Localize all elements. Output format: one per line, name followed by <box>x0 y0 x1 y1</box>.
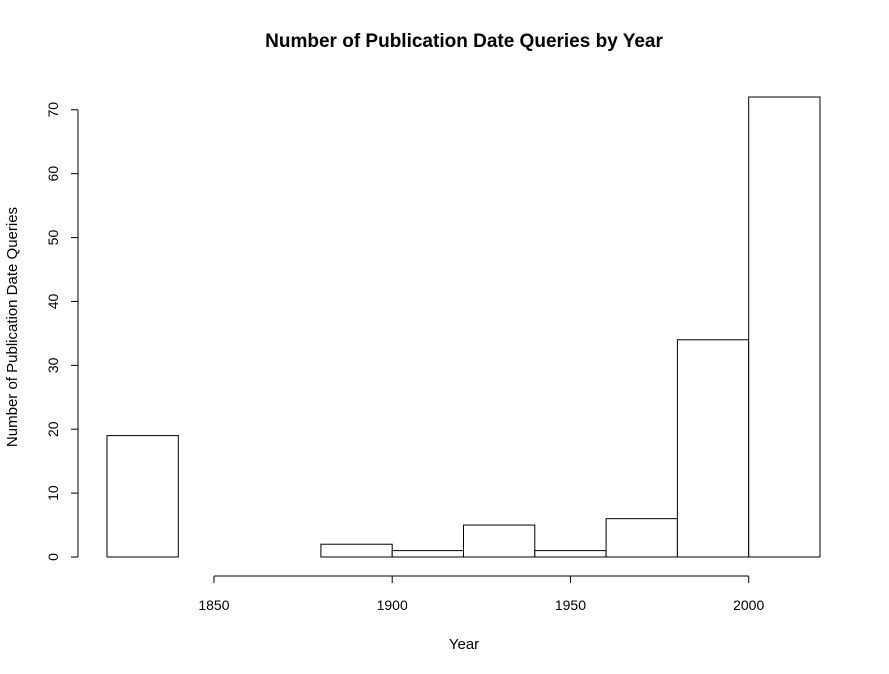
x-tick-label-1900: 1900 <box>377 597 408 613</box>
x-axis-label: Year <box>449 636 479 653</box>
x-tick-label-1850: 1850 <box>198 597 229 613</box>
y-axis: 0 10 20 30 40 50 60 70 <box>45 102 79 561</box>
histogram-bar-1920-1940 <box>463 524 536 558</box>
histogram-bar-1820-1840 <box>106 435 179 558</box>
y-tick-label-30: 30 <box>45 357 61 373</box>
y-tick-label-0: 0 <box>45 553 61 561</box>
y-tick-label-20: 20 <box>45 421 61 437</box>
y-tick-label-60: 60 <box>45 166 61 182</box>
histogram-bar-1960-1980 <box>605 518 678 558</box>
y-tick-label-10: 10 <box>45 485 61 501</box>
histogram-bar-2000-2020 <box>748 96 821 558</box>
histogram-bar-1880-1900 <box>320 543 393 558</box>
y-axis-label: Number of Publication Date Queries <box>4 207 21 447</box>
y-tick-label-50: 50 <box>45 230 61 246</box>
x-axis: 1850 1900 1950 2000 <box>198 575 764 613</box>
histogram-bar-1900-1920 <box>391 550 465 558</box>
y-tick-label-40: 40 <box>45 293 61 309</box>
y-tick-label-70: 70 <box>45 102 61 118</box>
x-tick-label-1950: 1950 <box>555 597 586 613</box>
histogram-bar-1980-2000 <box>676 339 750 558</box>
bars-group <box>106 96 821 558</box>
chart-title: Number of Publication Date Queries by Ye… <box>265 31 663 52</box>
x-tick-label-2000: 2000 <box>733 597 764 613</box>
histogram-bar-1940-1960 <box>534 550 607 558</box>
